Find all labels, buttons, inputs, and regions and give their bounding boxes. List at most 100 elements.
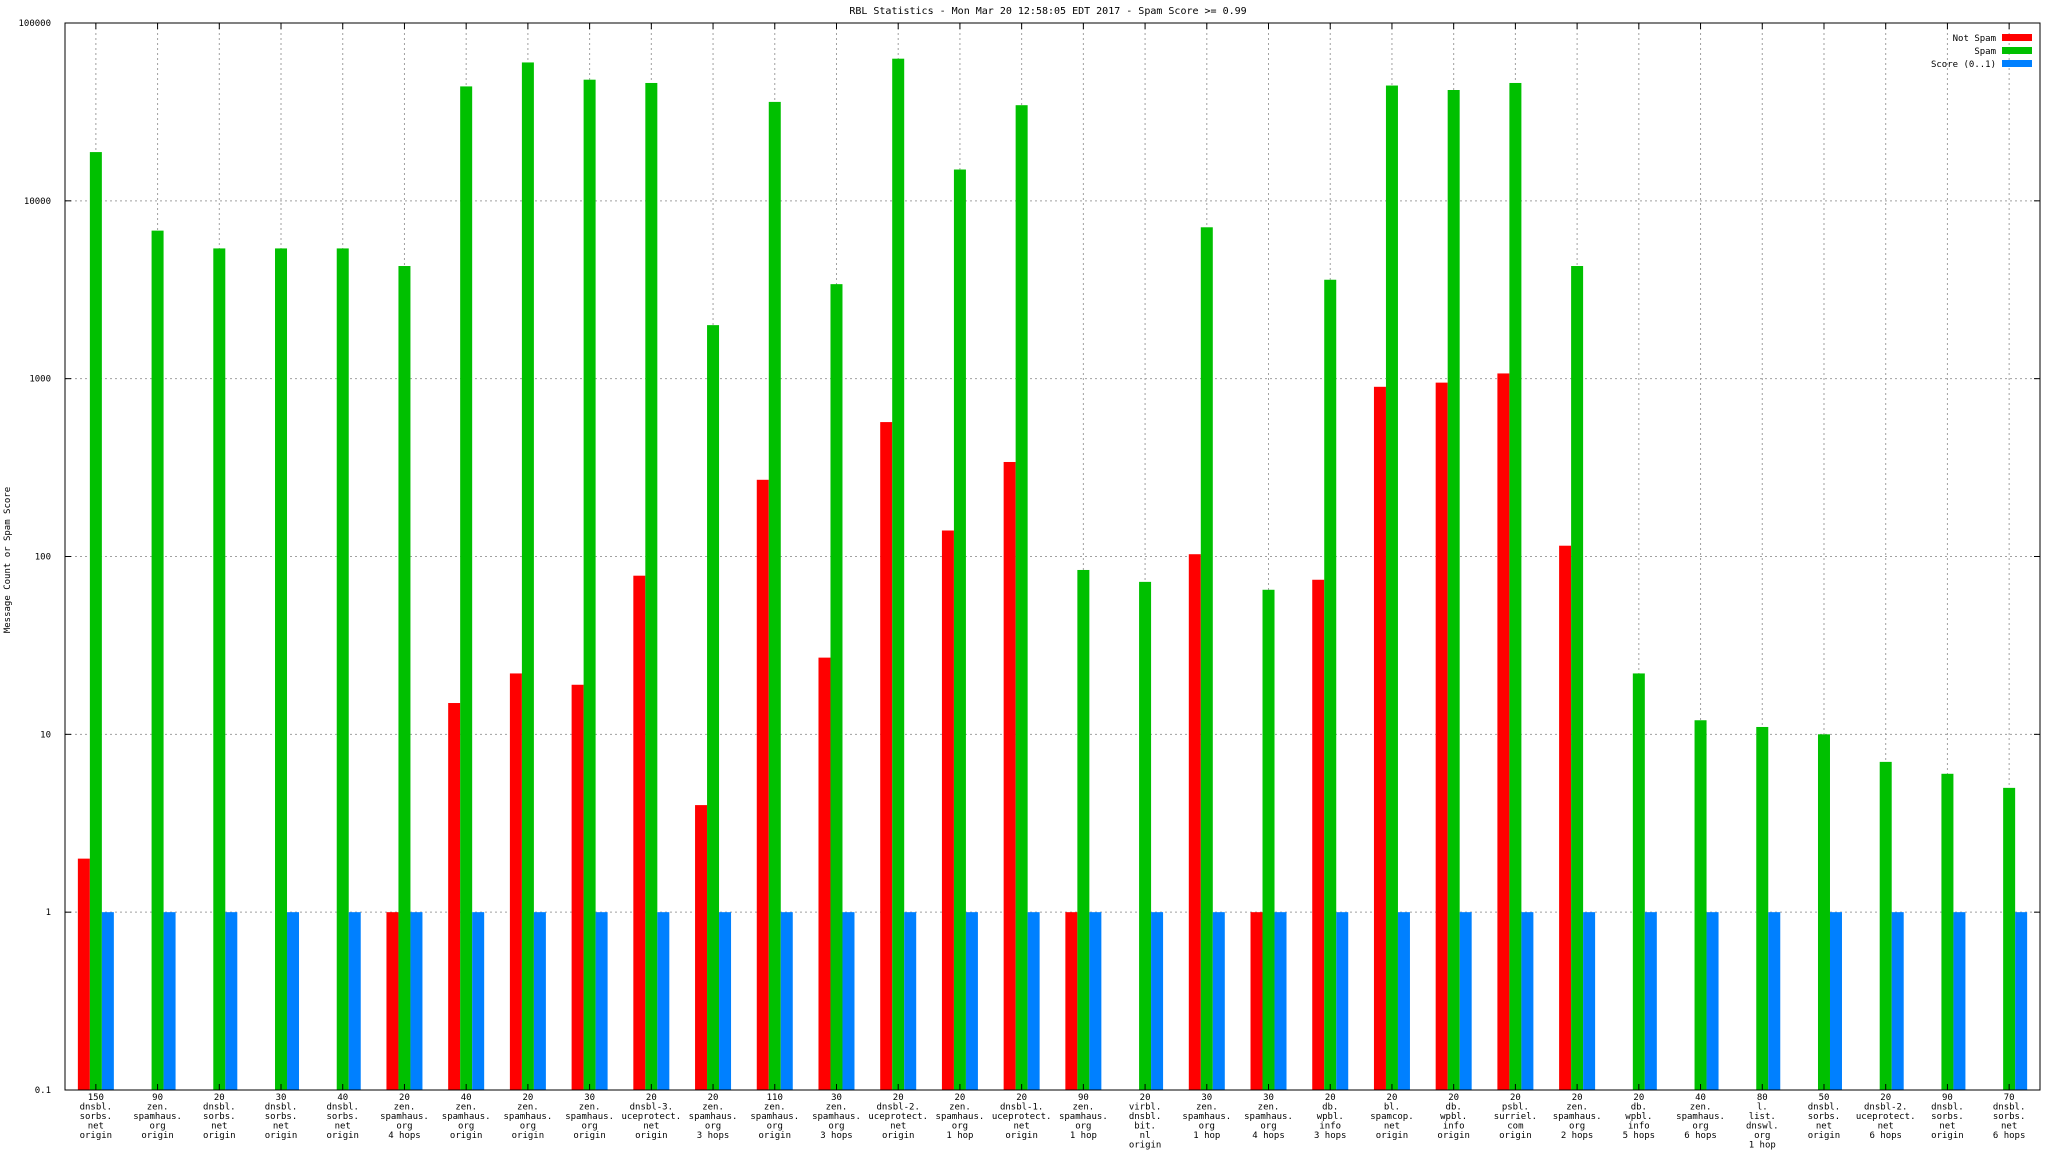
y-tick-label: 1	[46, 908, 51, 918]
bar-score-0-1	[1706, 912, 1719, 1090]
x-tick-label-line: uceprotect.	[622, 1112, 682, 1122]
x-tick-label-line: info	[1443, 1122, 1465, 1132]
x-tick-label-line: net	[211, 1122, 227, 1132]
x-tick-label-line: nl	[1140, 1131, 1151, 1141]
x-tick-label-line: wpbl.	[1625, 1112, 1652, 1122]
x-tick-label-line: 90	[1078, 1093, 1089, 1103]
x-tick-label-line: origin	[1437, 1131, 1470, 1141]
bar-score-0-1	[1089, 912, 1102, 1090]
x-tick-label-line: 20	[1572, 1093, 1583, 1103]
x-tick-label-line: origin	[326, 1131, 359, 1141]
x-tick-label-line: net	[1014, 1122, 1030, 1132]
x-tick-label-line: 1 hop	[1193, 1131, 1220, 1141]
bar-not-spam	[77, 858, 90, 1090]
x-tick-label-line: org	[396, 1122, 412, 1132]
bar-not-spam	[1250, 912, 1263, 1090]
y-tick-label: 10	[40, 730, 51, 740]
x-tick-label-line: net	[1939, 1122, 1955, 1132]
bar-score-0-1	[287, 912, 300, 1090]
bars	[77, 58, 2028, 1091]
x-tick-label: 30 zen. spamhaus. org 4 hops	[1244, 1093, 1293, 1141]
x-tick-label-line: spamhaus.	[380, 1112, 429, 1122]
legend: Not Spam Spam Score (0..1)	[1931, 34, 2032, 70]
x-tick-label-line: net	[2001, 1122, 2017, 1132]
x-tick-label-line: spamhaus.	[750, 1112, 799, 1122]
x-tick-label-line: 40	[1695, 1093, 1706, 1103]
x-tick-label-line: 150	[88, 1093, 104, 1103]
x-tick-label-line: sorbs.	[265, 1112, 298, 1122]
x-tick-label-line: org	[1075, 1122, 1091, 1132]
x-tick-label-line: 1 hop	[1070, 1131, 1097, 1141]
x-tick-label-line: origin	[1499, 1131, 1532, 1141]
y-tick-label: 0.1	[35, 1086, 51, 1096]
x-tick-label-line: origin	[80, 1131, 113, 1141]
bar-score-0-1	[657, 912, 670, 1090]
x-tick-label-line: 20	[1510, 1093, 1521, 1103]
x-tick-label-line: org	[767, 1122, 783, 1132]
bar-score-0-1	[1644, 912, 1657, 1090]
x-tick-label: 20 db. wpbl. info 5 hops	[1623, 1093, 1656, 1141]
bar-score-0-1	[225, 912, 238, 1090]
x-tick-label: 70 dnsbl. sorbs. net 6 hops	[1993, 1093, 2026, 1141]
x-tick-label-line: spamhaus.	[565, 1112, 614, 1122]
x-tick-label: 40 zen. spamhaus. org 6 hops	[1676, 1093, 1725, 1141]
x-tick-label-line: org	[1569, 1122, 1585, 1132]
x-tick-label: 90 dnsbl. sorbs. net origin	[1931, 1093, 1964, 1141]
x-tick-label-line: 30	[276, 1093, 287, 1103]
x-tick-label-line: zen.	[1073, 1103, 1095, 1113]
x-tick-label-line: spamhaus.	[1182, 1112, 1231, 1122]
bar-not-spam	[571, 684, 584, 1090]
x-tick-label-line: uceprotect.	[1856, 1112, 1916, 1122]
bar-score-0-1	[163, 912, 176, 1090]
bar-score-0-1	[780, 912, 793, 1090]
bar-spam	[1941, 773, 1954, 1090]
x-tick-label-line: 3 hops	[1314, 1131, 1347, 1141]
bar-spam	[768, 101, 781, 1091]
x-tick-label-line: dnsbl.	[1931, 1103, 1964, 1113]
bar-score-0-1	[1274, 912, 1287, 1090]
bar-not-spam	[448, 703, 461, 1090]
x-tick-label-line: origin	[1808, 1131, 1841, 1141]
bar-spam	[89, 152, 102, 1091]
x-tick-label-line: sorbs.	[80, 1112, 113, 1122]
x-tick-label: 20 zen. spamhaus. org 1 hop	[936, 1093, 985, 1141]
x-tick-label: 20 dnsbl-2. uceprotect. net 6 hops	[1856, 1093, 1916, 1141]
legend-swatch	[2002, 60, 2032, 67]
x-tick-label: 150 dnsbl. sorbs. net origin	[80, 1093, 113, 1141]
x-tick-label: 30 zen. spamhaus. org 3 hops	[812, 1093, 861, 1141]
x-tick-label-line: net	[1878, 1122, 1894, 1132]
bar-spam	[336, 248, 349, 1091]
bar-spam	[1385, 85, 1398, 1090]
x-tick-label-line: spamhaus.	[133, 1112, 182, 1122]
x-tick-label: 90 zen. spamhaus. org 1 hop	[1059, 1093, 1108, 1141]
bar-spam	[892, 58, 905, 1090]
x-tick-label-line: spamhaus.	[1059, 1112, 1108, 1122]
bar-not-spam	[509, 673, 522, 1090]
y-tick-label: 10000	[24, 197, 51, 207]
x-tick-label-line: 3 hops	[697, 1131, 730, 1141]
x-tick-label-line: psbl.	[1502, 1103, 1529, 1113]
bar-spam	[1694, 720, 1707, 1090]
x-tick-label-line: org	[1199, 1122, 1215, 1132]
bar-not-spam	[1373, 386, 1386, 1091]
x-tick-label-line: org	[705, 1122, 721, 1132]
x-tick-label-line: org	[149, 1122, 165, 1132]
bar-score-0-1	[1459, 912, 1472, 1090]
x-tick-label-line: info	[1319, 1122, 1341, 1132]
x-tick-label-line: org	[1692, 1122, 1708, 1132]
x-tick-label-line: 20	[1880, 1093, 1891, 1103]
x-tick-label: 20 psbl. surriel. com origin	[1494, 1093, 1537, 1141]
x-tick-label-line: l.	[1757, 1103, 1768, 1113]
bar-score-0-1	[1336, 912, 1349, 1090]
legend-label: Spam	[1974, 47, 1996, 57]
x-tick-label: 20 bl. spamcop. net origin	[1370, 1093, 1413, 1141]
x-tick-label-line: 20	[1387, 1093, 1398, 1103]
x-tick-label-line: 6 hops	[1869, 1131, 1902, 1141]
x-tick-label-line: net	[643, 1122, 659, 1132]
x-tick-label-line: wpbl.	[1317, 1112, 1344, 1122]
x-tick-label-line: origin	[512, 1131, 545, 1141]
x-tick-label-line: origin	[759, 1131, 792, 1141]
x-tick-label-line: net	[890, 1122, 906, 1132]
x-tick-label-line: net	[1384, 1122, 1400, 1132]
